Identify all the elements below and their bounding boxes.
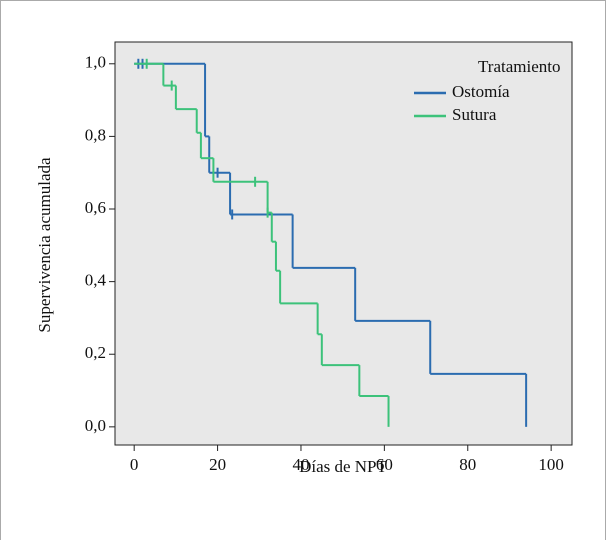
- y-tick-label: 0,0: [85, 416, 106, 435]
- y-tick-label: 0,6: [85, 198, 106, 217]
- x-tick-label: 20: [209, 455, 226, 474]
- x-tick-label: 40: [292, 455, 309, 474]
- y-tick-label: 0,8: [85, 125, 106, 144]
- legend-title: Tratamiento: [478, 57, 560, 76]
- y-tick-label: 0,2: [85, 343, 106, 362]
- legend-label: Ostomía: [452, 82, 510, 101]
- y-tick-label: 0,4: [85, 271, 107, 290]
- legend-label: Sutura: [452, 105, 497, 124]
- y-tick-label: 1,0: [85, 53, 106, 72]
- y-axis-label: Supervivencia acumulada: [35, 157, 54, 333]
- x-axis-label: Días de NPT: [299, 457, 387, 476]
- plot-area: [114, 41, 573, 446]
- x-tick-label: 80: [459, 455, 476, 474]
- x-tick-label: 100: [538, 455, 564, 474]
- x-tick-label: 60: [376, 455, 393, 474]
- x-tick-label: 0: [130, 455, 139, 474]
